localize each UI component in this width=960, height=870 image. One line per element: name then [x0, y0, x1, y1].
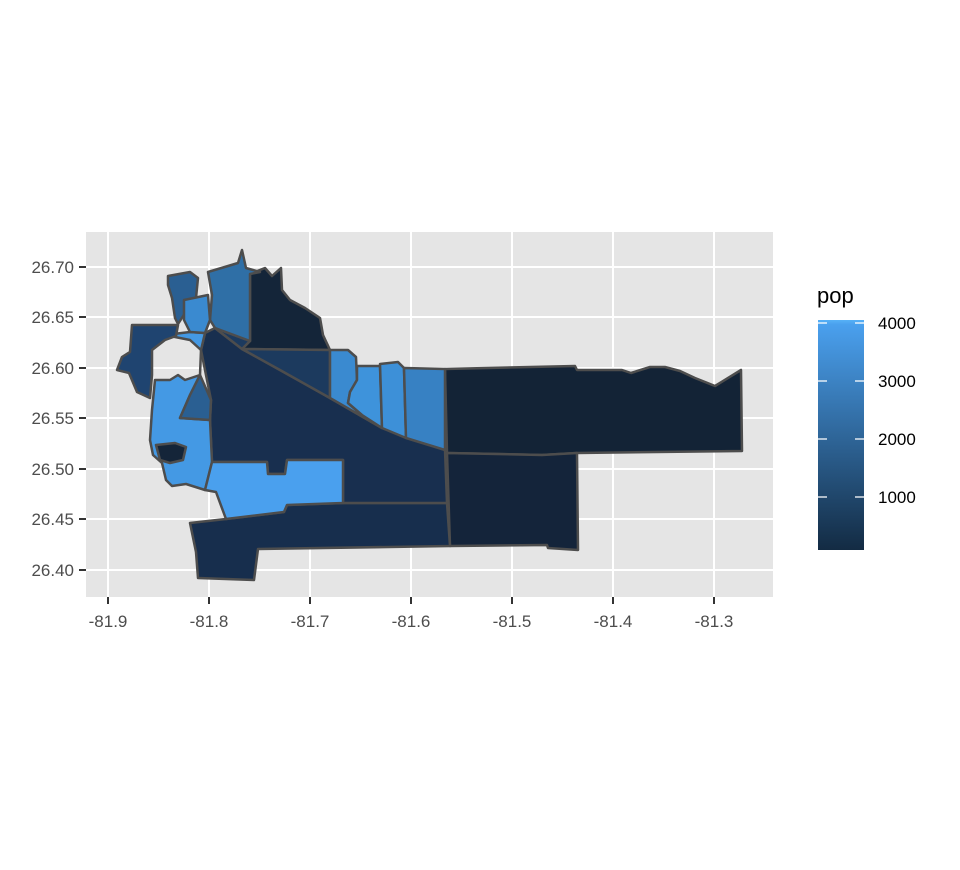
y-tick-label: 26.60	[31, 359, 74, 378]
axis-ticks	[79, 266, 715, 604]
region-southwest	[203, 458, 345, 521]
y-tick-label: 26.45	[31, 510, 74, 529]
color-legend: pop 4000 3000 2000 1000	[817, 283, 916, 550]
y-tick-label: 26.50	[31, 460, 74, 479]
x-axis-labels: -81.9 -81.8 -81.7 -81.6 -81.5 -81.4 -81.…	[89, 612, 734, 631]
region-far-west	[115, 323, 180, 400]
x-tick-label: -81.4	[594, 612, 633, 631]
x-tick-label: -81.8	[190, 612, 229, 631]
y-axis-labels: 26.40 26.45 26.50 26.55 26.60 26.65 26.7…	[31, 258, 74, 580]
x-tick-label: -81.6	[392, 612, 431, 631]
x-tick-label: -81.5	[493, 612, 532, 631]
x-tick-label: -81.7	[291, 612, 330, 631]
legend-ticks	[818, 322, 864, 498]
region-northwest-2	[182, 293, 212, 335]
legend-title: pop	[817, 283, 854, 308]
region-east	[443, 364, 744, 457]
legend-label: 2000	[878, 430, 916, 449]
region-west-mid	[178, 373, 213, 422]
region-west-small-dark	[154, 441, 188, 465]
legend-label: 1000	[878, 488, 916, 507]
legend-label: 3000	[878, 372, 916, 391]
region-southeast	[445, 451, 580, 552]
region-strip-4	[402, 366, 447, 452]
y-tick-label: 26.55	[31, 409, 74, 428]
y-tick-label: 26.40	[31, 561, 74, 580]
region-northwest-1	[166, 270, 200, 326]
y-tick-label: 26.65	[31, 308, 74, 327]
map-regions	[115, 248, 744, 582]
legend-colorbar	[818, 320, 864, 550]
y-tick-label: 26.70	[31, 258, 74, 277]
x-tick-label: -81.3	[695, 612, 734, 631]
region-strip-3	[378, 360, 408, 440]
x-tick-label: -81.9	[89, 612, 128, 631]
region-north-steel	[206, 248, 262, 343]
legend-label: 4000	[878, 314, 916, 333]
